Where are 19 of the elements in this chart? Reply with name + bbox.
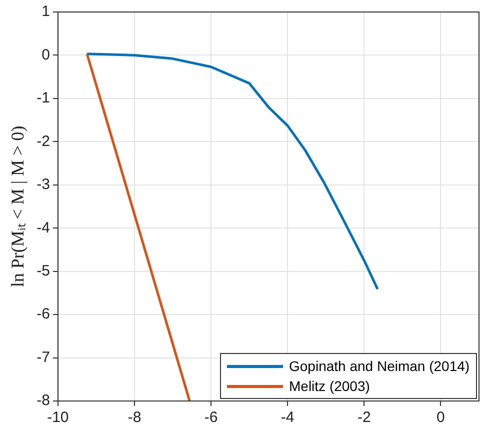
y-tick-label: -7 <box>36 348 50 366</box>
x-tick-label: -4 <box>280 409 294 426</box>
y-tick-label: 1 <box>42 3 50 20</box>
y-tick-label: -3 <box>36 176 50 194</box>
y-tick-label: -1 <box>36 90 50 107</box>
y-tick-label: -5 <box>36 262 50 280</box>
legend-label: Melitz (2003) <box>289 377 370 396</box>
y-tick-label: -8 <box>36 392 50 410</box>
x-tick-label: -6 <box>204 409 218 426</box>
x-tick-label: -8 <box>128 409 142 426</box>
y-tick-label: -4 <box>36 219 50 236</box>
y-tick-label: -2 <box>36 132 50 150</box>
y-tick-label: 0 <box>42 46 50 64</box>
x-tick-label: -10 <box>47 409 69 426</box>
y-axis-title: ln Pr(Mᵢₜ < M | M > 0) <box>8 126 28 288</box>
x-tick-label: -2 <box>357 409 371 426</box>
x-tick-label: 0 <box>436 409 445 426</box>
legend-label: Gopinath and Neiman (2014) <box>289 357 470 376</box>
y-tick-label: -6 <box>36 306 50 323</box>
